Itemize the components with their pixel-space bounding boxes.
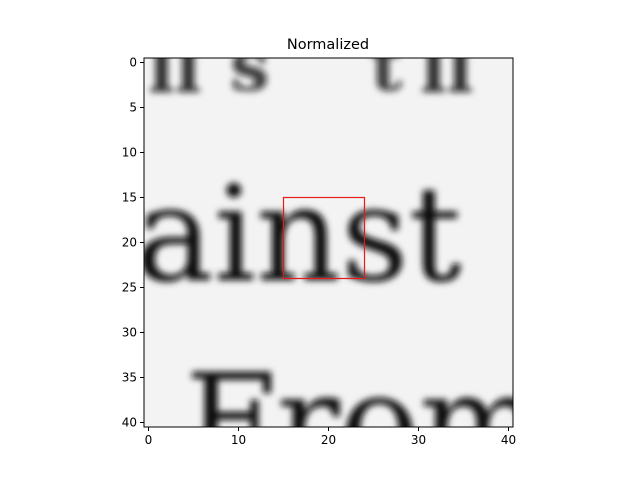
y-axis-ticks: 0 5 10 15 20 25 30 35 40 — [122, 56, 144, 430]
x-tick-label: 10 — [231, 433, 246, 447]
plot-area: ll s t ll ainst From — [135, 24, 544, 480]
text-glyph: ainst — [135, 158, 462, 312]
y-tick-label: 5 — [129, 101, 137, 115]
y-tick-label: 30 — [122, 326, 137, 340]
highlight-box — [282, 196, 366, 280]
text-glyph: ll — [148, 26, 201, 109]
y-tick-label: 20 — [122, 236, 137, 250]
x-tick-label: 20 — [321, 433, 336, 447]
y-tick-label: 10 — [122, 146, 137, 160]
x-tick-label: 0 — [145, 433, 153, 447]
text-glyph: t — [370, 24, 402, 107]
heatmap-image: ll s t ll ainst From — [135, 24, 544, 480]
y-tick-label: 35 — [122, 371, 137, 385]
chart-title: Normalized — [287, 37, 369, 53]
x-axis-ticks: 0 10 20 30 40 — [145, 427, 516, 447]
y-tick-label: 15 — [122, 191, 137, 205]
y-tick-label: 0 — [129, 56, 137, 70]
x-tick-label: 30 — [411, 433, 426, 447]
text-glyph: s — [230, 24, 269, 107]
y-tick-label: 40 — [122, 416, 137, 430]
x-tick-label: 40 — [501, 433, 516, 447]
y-tick-label: 25 — [122, 281, 137, 295]
text-glyph: From — [185, 346, 544, 480]
heatmap-background — [144, 58, 513, 427]
text-glyph: ll — [420, 26, 473, 109]
